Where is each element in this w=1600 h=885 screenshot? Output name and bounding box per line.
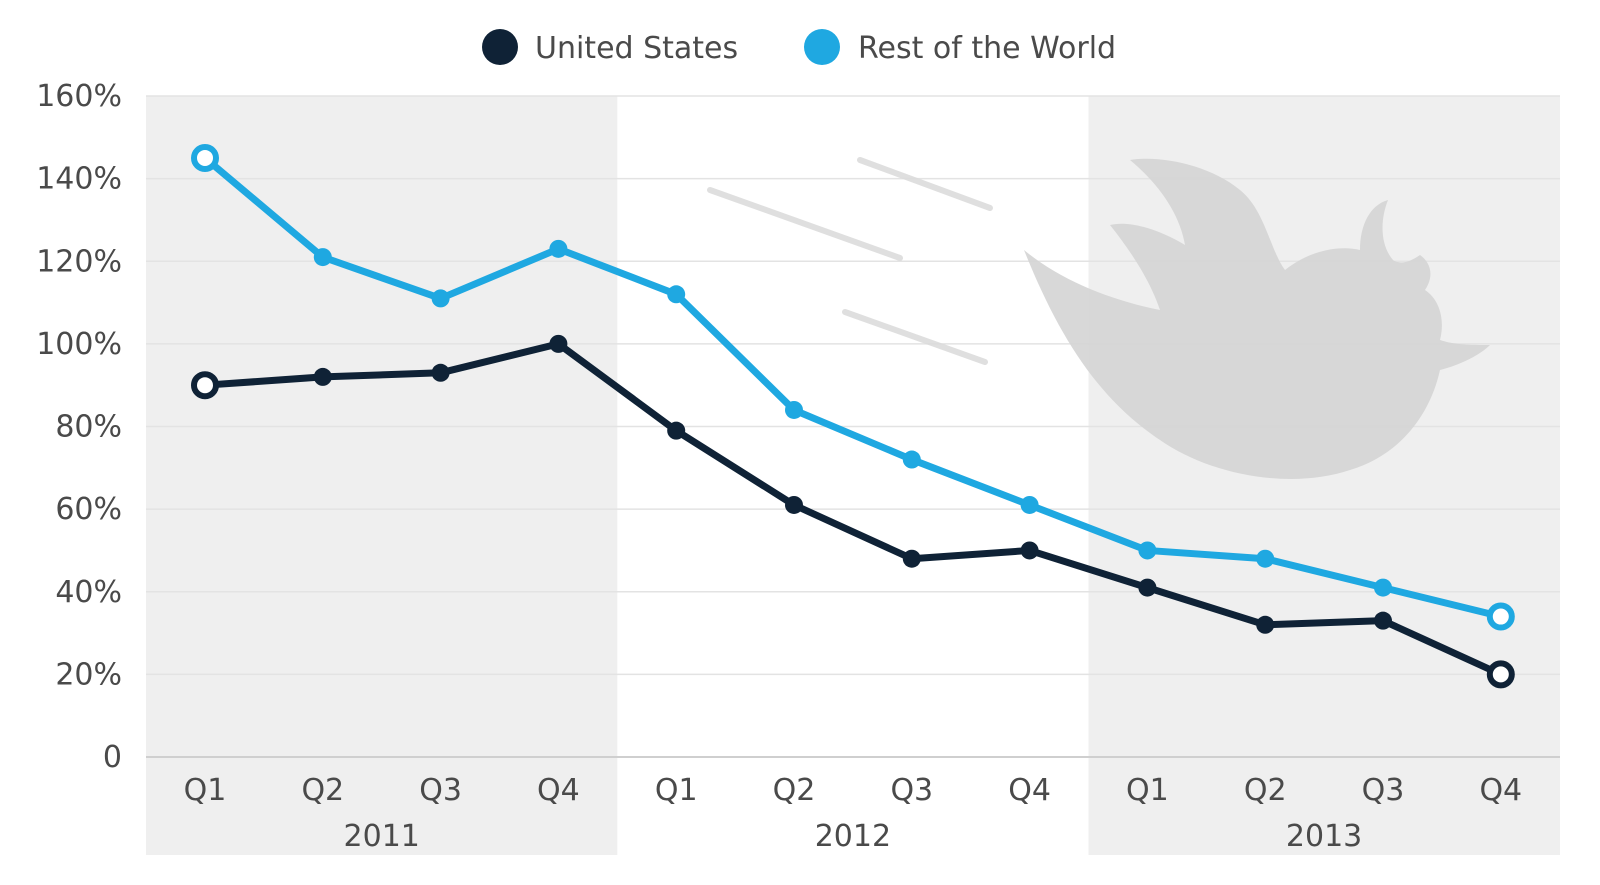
x-tick-label: Q3 — [419, 773, 462, 808]
legend: United States Rest of the World — [482, 29, 1116, 66]
x-tick-label: Q3 — [890, 773, 933, 808]
data-point-endpoint — [1486, 660, 1515, 689]
data-point — [313, 367, 332, 386]
data-point — [1138, 541, 1157, 560]
x-tick-label: Q2 — [1244, 773, 1287, 808]
y-tick-label: 140% — [36, 162, 122, 197]
data-point-endpoint — [191, 371, 219, 400]
data-point — [431, 363, 450, 382]
data-point — [1374, 611, 1392, 630]
x-axis-ticks: Q1 Q2 Q3 Q4 Q1 Q2 Q3 Q4 Q1 Q2 Q3 Q4 — [184, 773, 1523, 808]
x-tick-label: Q1 — [184, 773, 227, 808]
x-tick-label: Q4 — [1008, 773, 1051, 808]
data-point — [1138, 578, 1157, 597]
x-tick-label: Q2 — [301, 773, 344, 808]
x-tick-label: Q1 — [1126, 773, 1169, 808]
data-point — [1020, 495, 1039, 514]
x-tick-label: Q2 — [773, 773, 816, 808]
y-tick-label: 120% — [36, 244, 122, 279]
year-bands — [146, 96, 1560, 855]
x-tick-label: Q3 — [1362, 773, 1405, 808]
year-label: 2011 — [344, 819, 420, 854]
series-0 — [191, 334, 1515, 689]
legend-marker-row — [804, 29, 840, 65]
y-tick-label: 40% — [55, 575, 122, 610]
y-axis-ticks: 0 20% 40% 60% 80% 100% 120% 140% 160% — [36, 79, 122, 775]
data-point — [667, 421, 686, 440]
data-point — [785, 400, 803, 419]
series-line — [201, 340, 1505, 678]
data-point — [313, 248, 332, 267]
legend-label-row: Rest of the World — [858, 31, 1116, 66]
data-point-endpoint — [191, 143, 219, 172]
data-point — [1256, 549, 1275, 568]
data-point — [549, 239, 568, 258]
y-tick-label: 60% — [55, 492, 122, 527]
y-tick-label: 160% — [36, 79, 122, 114]
data-point — [902, 450, 921, 469]
year-band-2011 — [146, 96, 618, 855]
x-tick-label: Q4 — [1479, 773, 1522, 808]
series-line — [201, 154, 1505, 621]
series-1 — [191, 143, 1515, 631]
bird-logo-icon — [707, 157, 1490, 479]
data-point-endpoint — [1486, 602, 1515, 631]
legend-marker-us — [482, 29, 518, 65]
data-point — [1020, 541, 1039, 560]
y-tick-label: 0 — [103, 740, 122, 775]
year-label: 2013 — [1286, 819, 1362, 854]
data-point — [785, 495, 803, 514]
data-point — [667, 285, 686, 304]
data-point — [1256, 615, 1275, 634]
y-tick-label: 80% — [55, 410, 122, 445]
data-point — [1374, 578, 1392, 597]
y-tick-label: 100% — [36, 327, 122, 362]
data-point — [549, 334, 568, 353]
gridlines — [146, 95, 1560, 676]
x-tick-label: Q4 — [537, 773, 580, 808]
x-tick-label: Q1 — [655, 773, 698, 808]
data-point — [431, 289, 450, 308]
year-labels: 2011 2012 2013 — [344, 819, 1363, 854]
y-tick-label: 20% — [55, 657, 122, 692]
data-point — [902, 549, 921, 568]
legend-label-us: United States — [535, 31, 738, 66]
year-label: 2012 — [815, 819, 891, 854]
series-group — [191, 143, 1515, 689]
